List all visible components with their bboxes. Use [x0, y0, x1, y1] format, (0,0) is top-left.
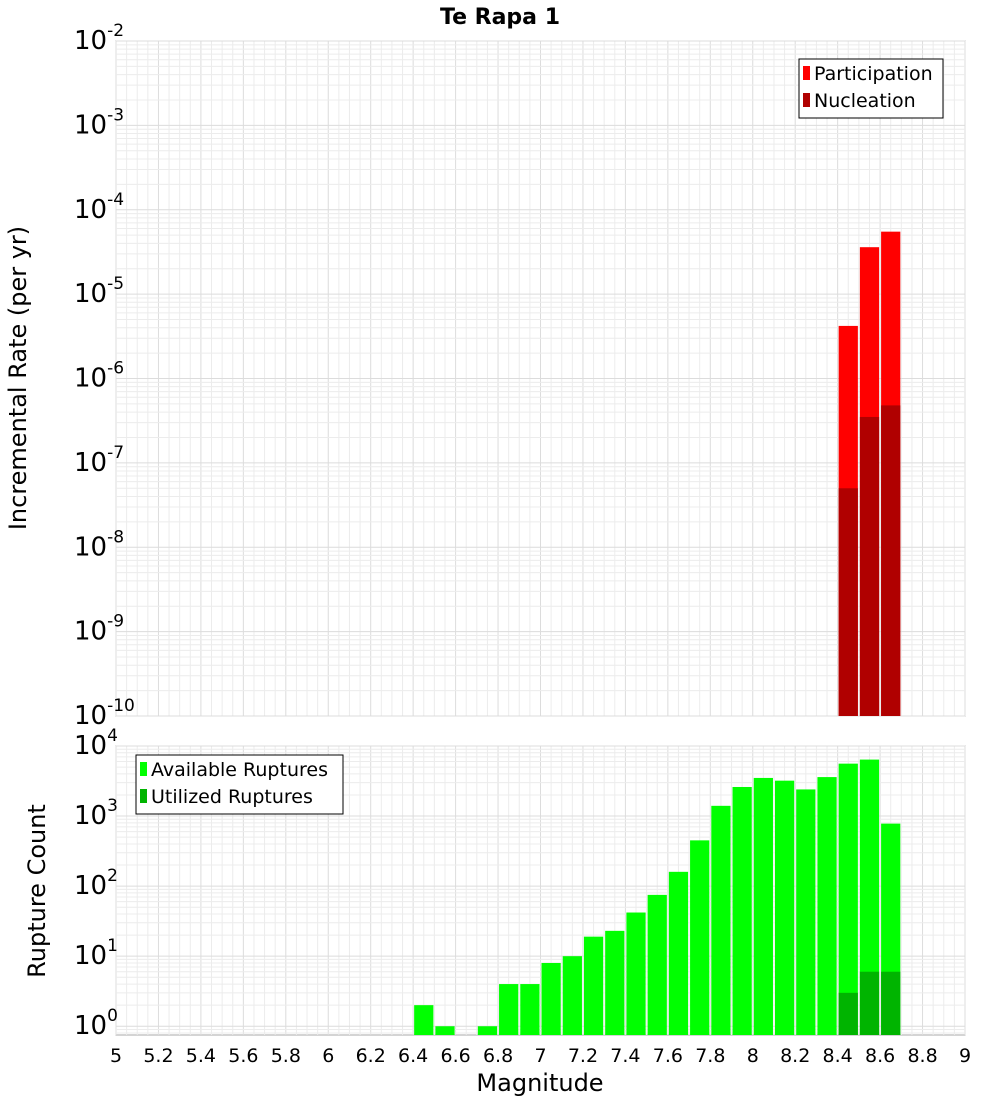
y-tick-label: 100 — [74, 1006, 118, 1041]
bar-utilized-ruptures — [838, 992, 858, 1035]
rate-panel: 10-2 10-3 10-4 10-5 10-6 10-7 10-8 10-9 10-10 In… — [4, 21, 966, 731]
count-y-ticks: 104 103 102 101 100 — [74, 726, 118, 1041]
x-tick-label: 5.2 — [143, 1045, 173, 1067]
x-tick-label: 8.6 — [865, 1045, 895, 1067]
legend-box — [798, 58, 944, 119]
bar-utilized-ruptures — [859, 971, 880, 1035]
y-tick-label: 10-2 — [74, 21, 124, 56]
bar-nucleation — [859, 416, 880, 716]
bar-available-ruptures — [753, 777, 773, 1035]
count-bars — [414, 759, 901, 1035]
x-tick-label: 7.2 — [568, 1045, 598, 1067]
x-tick-label: 5.4 — [186, 1045, 216, 1067]
x-tick-label: 6 — [322, 1045, 334, 1067]
bar-available-ruptures — [859, 759, 880, 1035]
rate-gridlines — [115, 40, 966, 717]
count-panel: 104 103 102 101 100 5 5.2 5.4 5.6 5.8 6 6.2 6.4 6.6 6… — [23, 726, 971, 1097]
y-tick-label: 102 — [74, 866, 118, 901]
rate-bars — [838, 231, 901, 716]
x-tick-label: 7.4 — [610, 1045, 640, 1067]
bar-nucleation — [838, 488, 858, 716]
y-tick-label: 10-7 — [74, 443, 124, 478]
bar-available-ruptures — [562, 956, 582, 1035]
bar-available-ruptures — [817, 777, 837, 1035]
legend-swatch — [140, 762, 147, 776]
count-y-axis-label: Rupture Count — [23, 804, 51, 978]
bar-available-ruptures — [414, 1005, 434, 1035]
x-axis-label: Magnitude — [476, 1069, 603, 1097]
x-tick-label: 6.8 — [483, 1045, 513, 1067]
bar-available-ruptures — [541, 962, 561, 1035]
x-tick-label: 7.8 — [695, 1045, 725, 1067]
x-tick-label: 7.6 — [653, 1045, 683, 1067]
legend-label: Participation — [814, 63, 933, 85]
bar-nucleation — [881, 405, 901, 716]
y-tick-label: 104 — [74, 726, 118, 761]
x-tick-label: 9 — [959, 1045, 971, 1067]
y-tick-label: 10-8 — [74, 527, 124, 562]
bar-available-ruptures — [626, 912, 646, 1035]
bar-available-ruptures — [435, 1026, 455, 1035]
legend-swatch — [140, 789, 147, 803]
legend-label: Utilized Ruptures — [151, 786, 313, 808]
bar-available-ruptures — [477, 1026, 498, 1035]
x-tick-label: 8 — [747, 1045, 759, 1067]
y-tick-label: 10-6 — [74, 359, 124, 394]
bar-available-ruptures — [583, 936, 604, 1035]
bar-available-ruptures — [520, 984, 540, 1035]
bar-available-ruptures — [774, 780, 795, 1035]
bar-available-ruptures — [499, 984, 519, 1035]
y-tick-label: 10-4 — [74, 190, 124, 225]
rate-y-ticks: 10-2 10-3 10-4 10-5 10-6 10-7 10-8 10-9 10-10 — [74, 21, 135, 731]
bar-available-ruptures — [690, 840, 710, 1035]
x-tick-label: 8.8 — [907, 1045, 937, 1067]
x-tick-label: 6.4 — [398, 1045, 428, 1067]
y-tick-label: 103 — [74, 796, 118, 831]
x-tick-label: 7 — [534, 1045, 546, 1067]
bar-available-ruptures — [732, 786, 752, 1035]
x-tick-label: 5.8 — [271, 1045, 301, 1067]
bar-available-ruptures — [647, 894, 667, 1035]
legend-label: Nucleation — [814, 90, 916, 112]
legend-box — [135, 754, 344, 815]
bar-available-ruptures — [711, 805, 731, 1035]
bar-available-ruptures — [796, 789, 816, 1035]
x-tick-label: 5.6 — [228, 1045, 258, 1067]
x-tick-label: 6.6 — [440, 1045, 470, 1067]
rate-y-axis-label: Incremental Rate (per yr) — [4, 226, 32, 530]
x-tick-label: 8.4 — [823, 1045, 853, 1067]
x-tick-label: 8.2 — [780, 1045, 810, 1067]
x-ticks: 5 5.2 5.4 5.6 5.8 6 6.2 6.4 6.6 6.8 7 7.2 7.4 7.6 7.8 8… — [110, 1045, 971, 1067]
bar-utilized-ruptures — [881, 971, 901, 1035]
y-tick-label: 10-3 — [74, 105, 124, 140]
x-tick-label: 6.2 — [356, 1045, 386, 1067]
y-tick-label: 101 — [74, 936, 118, 971]
legend-swatch — [803, 93, 810, 107]
count-gridlines — [115, 745, 966, 1035]
bar-available-ruptures — [838, 763, 858, 1035]
chart-title: Te Rapa 1 — [440, 5, 560, 30]
bar-available-ruptures — [668, 871, 689, 1035]
x-tick-label: 5 — [110, 1045, 122, 1067]
bar-available-ruptures — [605, 930, 625, 1035]
count-legend: Available Ruptures Utilized Ruptures — [135, 754, 344, 815]
y-tick-label: 10-10 — [74, 696, 135, 731]
legend-swatch — [803, 66, 810, 80]
rate-legend: Participation Nucleation — [798, 58, 944, 119]
y-tick-label: 10-9 — [74, 612, 124, 647]
y-tick-label: 10-5 — [74, 274, 124, 309]
legend-label: Available Ruptures — [151, 759, 328, 781]
